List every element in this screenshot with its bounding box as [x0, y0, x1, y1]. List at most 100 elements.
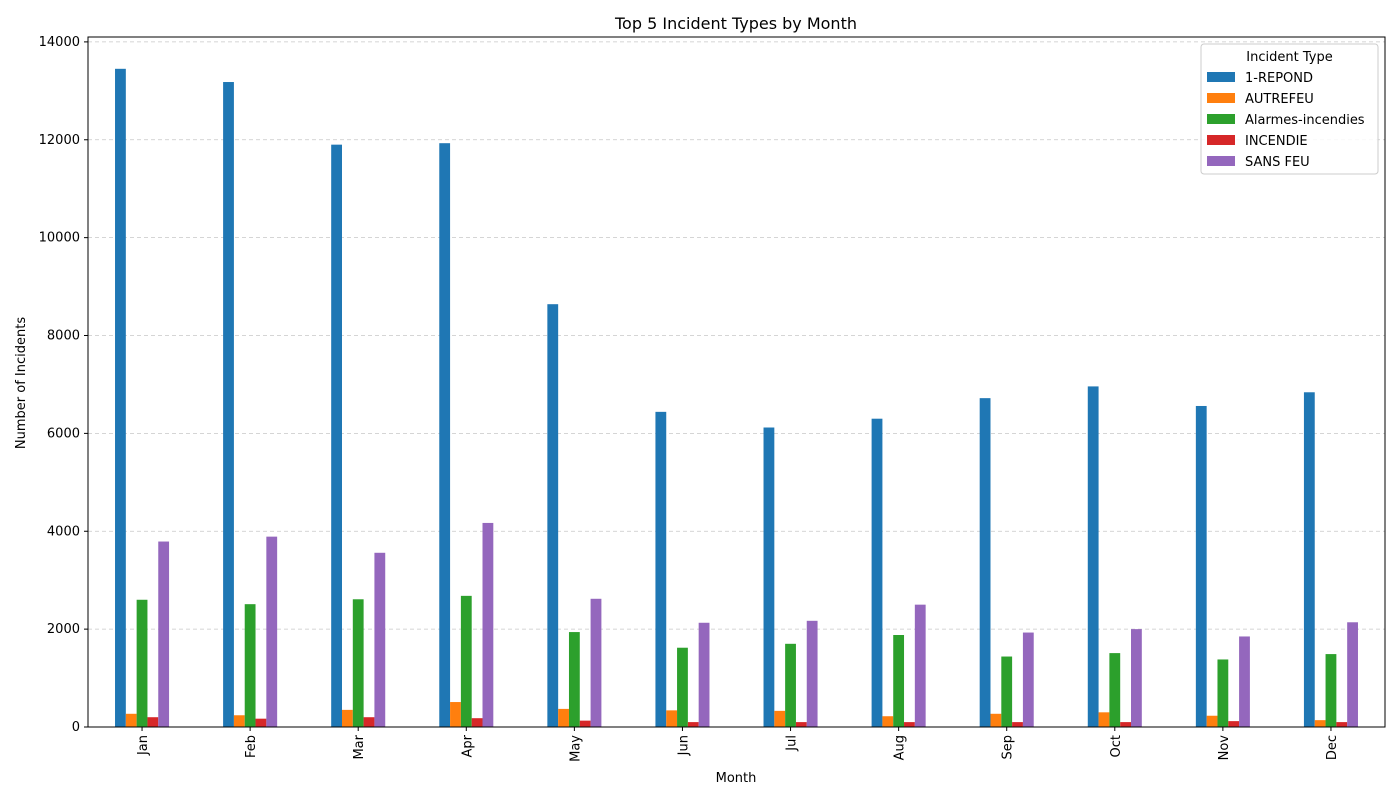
legend-label: 1-REPOND [1245, 71, 1313, 86]
y-tick-label: 12000 [39, 133, 80, 148]
bar [904, 722, 915, 727]
bar [990, 713, 1002, 727]
legend-label: Alarmes-incendies [1245, 113, 1365, 128]
bar [1206, 715, 1218, 727]
bar [763, 427, 775, 727]
y-tick-label: 10000 [39, 231, 80, 246]
x-tick-label: Jul [785, 735, 800, 752]
bar [266, 536, 278, 727]
bar [374, 552, 386, 727]
bar [233, 715, 245, 727]
legend-label: INCENDIE [1245, 134, 1308, 149]
bar [255, 718, 267, 727]
bar [115, 68, 126, 727]
x-tick-label: Oct [1109, 735, 1124, 757]
legend-swatch [1207, 135, 1235, 145]
bar [1314, 720, 1326, 727]
bar [698, 622, 710, 727]
bar [806, 620, 818, 727]
bar [471, 718, 483, 727]
bar [147, 717, 159, 727]
bar [1120, 722, 1132, 727]
bar [914, 604, 926, 727]
bar [558, 708, 569, 727]
x-tick-label: Feb [244, 735, 259, 758]
bar [655, 411, 667, 727]
legend-title: Incident Type [1246, 50, 1332, 65]
legend-swatch [1207, 156, 1235, 166]
bar [1087, 386, 1099, 727]
bar [125, 713, 137, 727]
bars [115, 68, 1358, 728]
x-tick-label: Jan [136, 735, 151, 756]
x-tick-label: Aug [893, 735, 908, 760]
legend: Incident Type 1-REPOND AUTREFEU Alarmes-inc… [1200, 43, 1379, 175]
bar [1131, 629, 1142, 727]
bar [460, 595, 472, 727]
legend-swatch [1207, 72, 1235, 82]
gridlines [88, 41, 1385, 728]
bar [223, 82, 234, 727]
legend-label: SANS FEU [1245, 155, 1310, 170]
bar [568, 632, 580, 727]
bar [1325, 654, 1337, 727]
y-tick-label: 8000 [47, 329, 80, 344]
bar [482, 522, 494, 727]
bar [1303, 392, 1315, 727]
bar [363, 717, 375, 727]
bar [547, 304, 559, 727]
y-tick-label: 2000 [47, 622, 80, 637]
bar [1228, 721, 1240, 727]
bar [439, 143, 451, 728]
bar [136, 599, 148, 727]
bar [893, 635, 905, 727]
y-tick-label: 4000 [47, 524, 80, 539]
x-tick-label: Jun [676, 735, 691, 756]
bar [795, 722, 807, 727]
bar [687, 722, 699, 727]
bar [1022, 632, 1034, 727]
bar [882, 716, 894, 727]
legend-box [1200, 43, 1379, 175]
bar [450, 702, 461, 727]
chart-title: Top 5 Incident Types by Month [614, 14, 857, 33]
y-tick-label: 6000 [47, 426, 80, 441]
bar [158, 541, 170, 727]
legend-label: AUTREFEU [1245, 92, 1314, 107]
x-tick-label: Sep [1001, 735, 1016, 760]
bar [979, 398, 991, 727]
plot-frame [87, 36, 1386, 728]
bar [1001, 656, 1013, 727]
bar [1347, 622, 1358, 727]
y-tick-label: 14000 [39, 35, 80, 50]
y-tick-label: 0 [72, 720, 80, 735]
x-tick-label: Nov [1217, 735, 1232, 761]
bar [1336, 722, 1348, 727]
bar [1012, 722, 1023, 727]
bar [352, 599, 364, 727]
bar [774, 710, 786, 727]
bar [341, 709, 353, 727]
bar [677, 647, 688, 727]
bar [244, 604, 256, 727]
x-tick-label: Mar [352, 734, 367, 759]
bar [1109, 653, 1121, 727]
axes: 0 2000 4000 6000 8000 10000 12000 14000 Jan Feb Ma… [39, 35, 1386, 762]
bar [1195, 405, 1207, 727]
x-tick-label: Dec [1325, 735, 1340, 760]
x-tick-label: May [568, 735, 583, 762]
bar [1217, 659, 1229, 727]
bar [590, 598, 602, 727]
legend-swatch [1207, 114, 1235, 124]
x-axis-label: Month [716, 771, 757, 786]
x-tick-label: Apr [460, 734, 475, 757]
bar [1239, 636, 1250, 727]
bar [666, 710, 678, 727]
bar [331, 144, 342, 728]
legend-swatch [1207, 93, 1235, 103]
bar [785, 643, 796, 727]
bar [1098, 712, 1110, 727]
bar [579, 720, 591, 727]
